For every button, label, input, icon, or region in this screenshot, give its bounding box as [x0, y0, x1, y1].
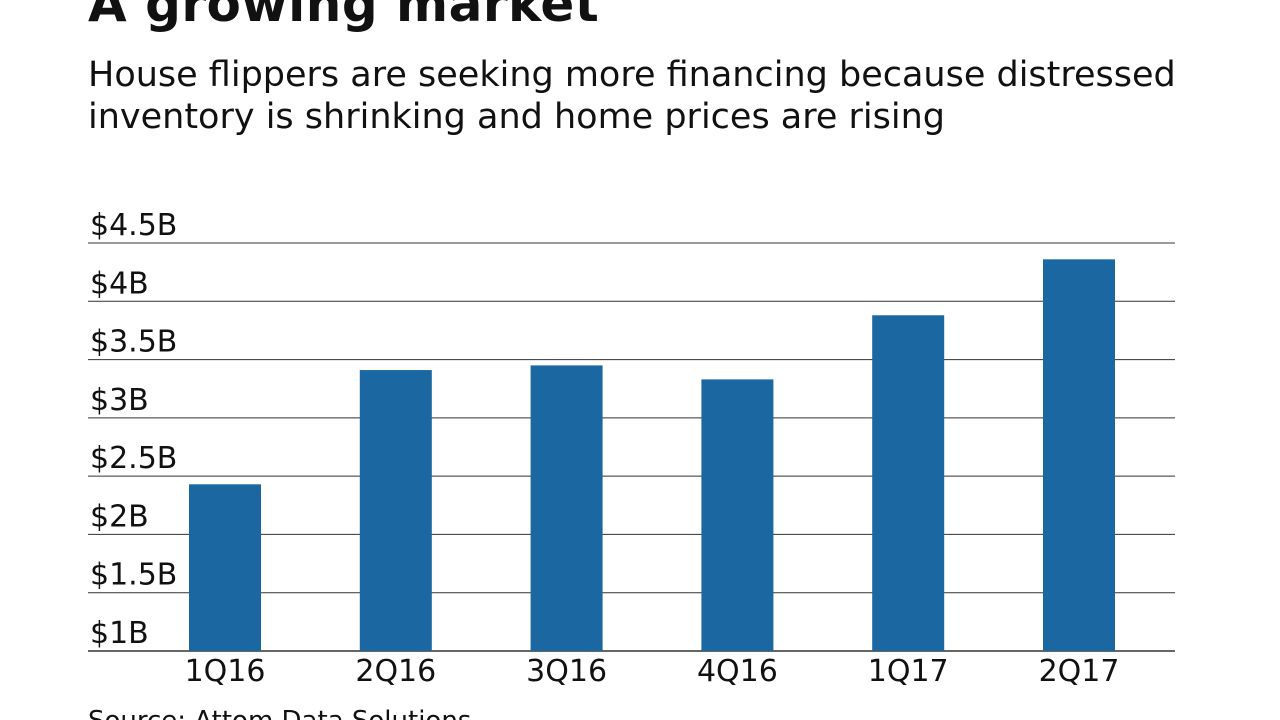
y-tick-label: $2.5B	[90, 441, 177, 476]
bar-3q16	[530, 365, 603, 651]
bar-2q17	[1043, 259, 1115, 651]
x-tick-label: 2Q17	[1039, 654, 1120, 689]
source-note: Source: Attom Data Solutions	[88, 706, 471, 720]
x-tick-label: 4Q16	[697, 654, 778, 689]
chart-subtitle: House flippers are seeking more financin…	[88, 55, 1176, 137]
y-tick-label: $1.5B	[90, 558, 177, 593]
y-tick-label: $3B	[90, 383, 149, 418]
y-tick-label: $2B	[90, 499, 149, 534]
x-tick-label: 1Q17	[868, 654, 949, 689]
x-axis-category-labels: 1Q16 2Q16 3Q16 4Q16 1Q17 2Q17	[185, 654, 1120, 689]
gridlines	[88, 242, 1175, 652]
y-axis-tick-labels: $1B $1.5B $2B $2.5B $3B $3.5B $4B $4.5B	[90, 208, 177, 651]
bars	[189, 259, 1115, 651]
y-tick-label: $4.5B	[90, 208, 177, 243]
y-tick-label: $4B	[90, 266, 149, 301]
bar-2q16	[359, 370, 432, 651]
chart-title: A growing market	[88, 0, 600, 33]
bar-1q17	[872, 315, 945, 651]
y-tick-label: $1B	[90, 616, 149, 651]
bar-1q16	[189, 484, 261, 651]
y-tick-label: $3.5B	[90, 325, 177, 360]
x-tick-label: 3Q16	[526, 654, 607, 689]
x-tick-label: 2Q16	[355, 654, 436, 689]
bar-4q16	[701, 379, 774, 651]
x-tick-label: 1Q16	[185, 654, 266, 689]
